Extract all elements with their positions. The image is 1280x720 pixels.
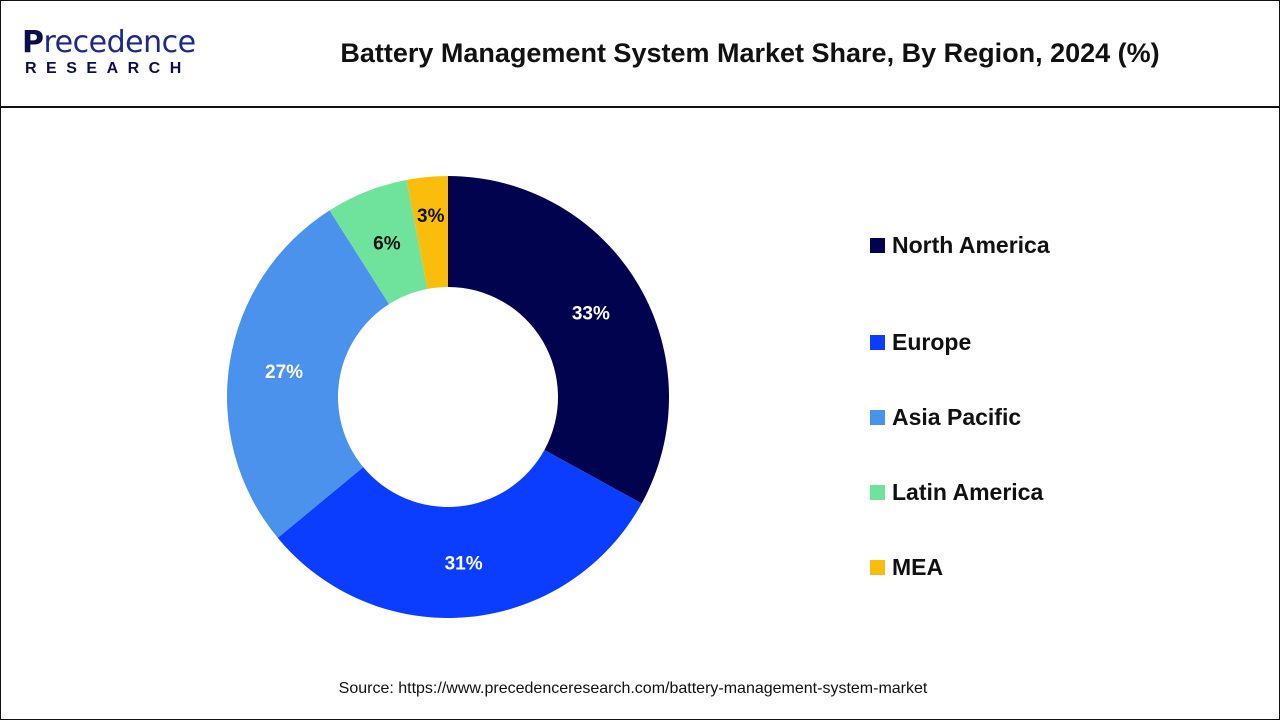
legend-label: North America (892, 231, 1050, 258)
legend-label: Asia Pacific (892, 404, 1022, 430)
data-label: 33% (572, 303, 610, 324)
legend-item: North America (870, 230, 1050, 260)
legend-item: Europe (870, 305, 1050, 380)
source-text: Source: https://www.precedenceresearch.c… (338, 680, 928, 697)
legend-item: Latin America (870, 455, 1050, 530)
legend-swatch (870, 335, 885, 350)
precedence-research-logo: Precedence RESEARCH (22, 25, 196, 78)
legend-swatch (870, 485, 885, 500)
donut-chart: 33% 31% 27% 6% 3% (226, 176, 669, 618)
slice-north-america (448, 176, 669, 504)
legend-label: Latin America (892, 479, 1044, 505)
data-label: 27% (265, 362, 303, 383)
data-label: 3% (417, 206, 445, 227)
slice-asia-pacific (226, 210, 390, 538)
legend-item: MEA (870, 530, 1050, 605)
slice-latin-america (329, 179, 428, 305)
legend: North America Europe Asia Pacific Latin Ame… (870, 230, 1050, 605)
legend-swatch (870, 410, 885, 425)
legend-item: Asia Pacific (870, 380, 1050, 455)
slice-europe (277, 449, 642, 618)
slice-mea (406, 176, 448, 289)
header: Precedence RESEARCH Battery Management S… (0, 0, 1280, 108)
legend-swatch (870, 237, 885, 253)
legend-swatch (870, 560, 885, 575)
legend-label: Europe (892, 329, 972, 355)
chart-title: Battery Management System Market Share, … (340, 38, 1160, 68)
legend-label: MEA (892, 554, 944, 580)
data-label: 31% (445, 553, 483, 574)
data-label: 6% (373, 234, 401, 255)
